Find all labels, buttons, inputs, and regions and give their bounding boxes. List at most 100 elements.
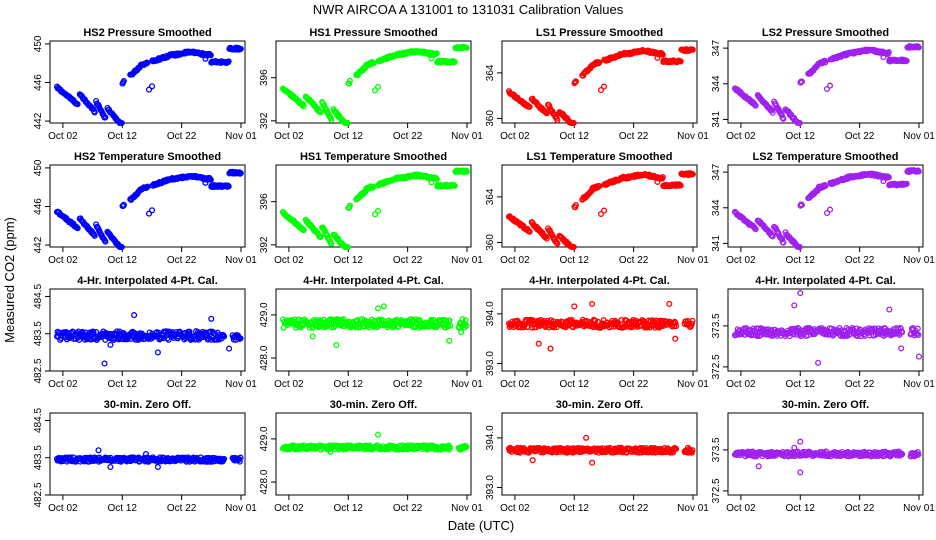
data-point [317,109,324,116]
data-point [899,329,906,336]
x-tick-label: Oct 22 [167,379,197,390]
x-tick-label: Oct 22 [619,379,649,390]
data-point [207,52,214,59]
x-tick-label: Nov 01 [677,131,709,142]
y-tick-label: 373.5 [711,437,722,462]
x-tick-label: Oct 22 [167,503,197,514]
outlier-point [333,342,340,349]
data-point [660,182,667,190]
x-tick-label: Oct 02 [48,255,78,266]
data-point [91,109,98,116]
y-tick-label: 341 [711,111,722,128]
x-tick-label: Nov 01 [451,379,483,390]
plot-frame [501,288,698,372]
panel-title: HS2 Temperature Smoothed [74,151,221,163]
x-tick-label: Oct 22 [619,131,649,142]
data-points [505,170,696,251]
y-tick-label: 347 [711,39,722,56]
plot-frame [49,412,246,496]
data-point [689,171,696,178]
x-tick-label: Oct 12 [786,379,816,390]
outlier-point [589,459,596,466]
outlier-point [898,345,905,352]
x-tick-label: Oct 12 [108,131,138,142]
data-point [144,59,151,66]
data-point [370,60,377,67]
panel-title: 4-Hr. Interpolated 4-Pt. Cal. [77,275,218,287]
data-point [659,174,666,181]
data-point [659,51,666,58]
outlier-point [309,333,316,340]
data-point [823,85,831,93]
data-point [447,322,454,329]
data-points [505,434,696,466]
data-point [823,209,831,217]
x-tick-label: Oct 12 [334,255,364,266]
data-points [505,46,696,127]
data-point [91,232,98,239]
x-tick-label: Oct 12 [560,131,590,142]
y-tick-label: 428.0 [259,469,270,494]
data-point [356,324,364,331]
y-tick-label: 484.5 [33,284,44,309]
data-point [673,445,680,453]
data-point [118,119,125,127]
data-points [53,168,244,251]
y-tick-label: 483.5 [33,321,44,346]
x-tick-label: Oct 12 [334,503,364,514]
panel-1: HS2 Pressure Smoothed Oct 02 Oct 12 Oct 22 N… [33,27,257,142]
panel-title: 4-Hr. Interpolated 4-Pt. Cal. [529,275,670,287]
x-tick-label: Oct 02 [274,255,304,266]
data-point [74,101,81,108]
data-point [328,116,335,124]
x-tick-label: Nov 01 [225,379,257,390]
data-points [279,431,470,455]
y-tick-label: 450 [33,159,44,176]
x-tick-label: Oct 12 [334,131,364,142]
x-tick-label: Oct 12 [786,131,816,142]
data-point [885,49,892,56]
x-axis-label: Date (UTC) [448,518,514,533]
panel-title: LS2 Temperature Smoothed [753,151,899,163]
x-tick-label: Oct 12 [560,379,590,390]
y-tick-label: 429.0 [259,302,270,327]
y-tick-label: 392 [259,236,270,253]
panel-title: 30-min. Zero Off. [104,399,191,411]
x-tick-label: Oct 02 [500,131,530,142]
data-point [796,243,803,251]
data-point [798,201,805,208]
data-point [208,59,215,66]
data-points [731,438,922,476]
x-tick-label: Oct 02 [274,131,304,142]
data-point [526,228,533,235]
outlier-point [571,303,578,310]
data-point [237,335,244,342]
outlier-point [791,302,798,309]
data-point [237,454,244,461]
data-point [689,447,696,454]
data-point [596,183,603,190]
x-tick-label: Oct 12 [334,379,364,390]
y-tick-label: 347 [711,163,722,180]
data-point [160,335,167,342]
y-tick-label: 394.0 [485,425,496,450]
data-point [300,227,307,234]
data-point [463,44,470,51]
y-tick-label: 482.5 [33,482,44,507]
x-tick-label: Nov 01 [225,503,257,514]
data-points [505,300,696,352]
data-point [428,179,435,186]
x-tick-label: Oct 22 [845,379,875,390]
x-tick-label: Oct 02 [726,131,756,142]
data-point [885,174,892,181]
outlier-point [154,349,161,356]
plot-frame [727,40,924,124]
x-tick-label: Oct 02 [48,379,78,390]
outlier-point [107,341,114,348]
plot-frame [49,40,246,124]
y-tick-label: 482.5 [33,358,44,383]
data-point [462,317,469,324]
data-points [279,167,470,251]
data-point [434,59,441,66]
outlier-point [547,345,554,352]
